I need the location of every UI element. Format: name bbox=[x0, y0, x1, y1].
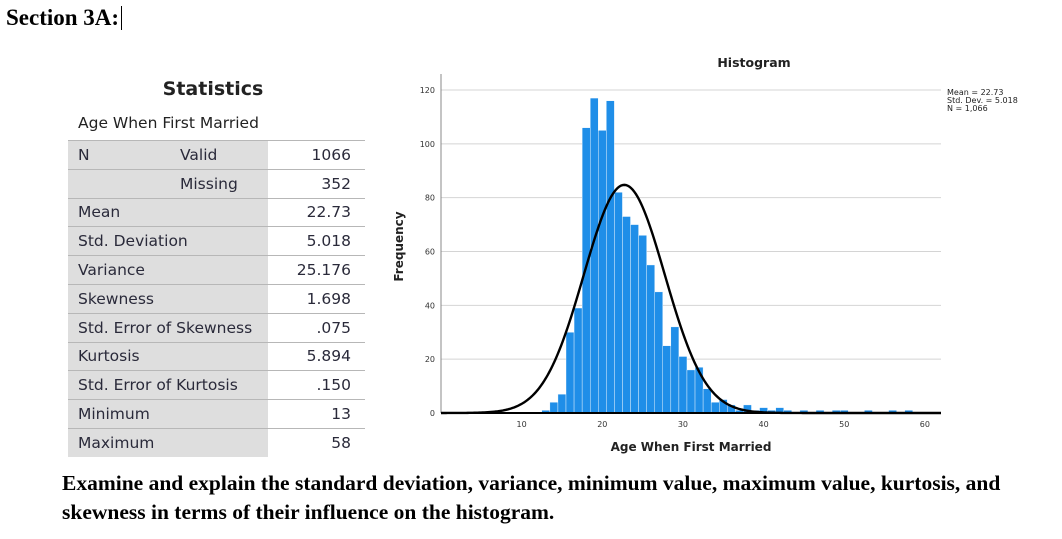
table-row: Std. Deviation 5.018 bbox=[68, 226, 365, 257]
row-sublabel-valid: Valid bbox=[170, 140, 268, 170]
x-tick-label: 60 bbox=[920, 420, 930, 429]
histogram-bar bbox=[630, 224, 639, 414]
histogram-bar bbox=[710, 402, 720, 414]
histogram-bar bbox=[614, 192, 623, 414]
histogram-bar bbox=[589, 97, 599, 414]
row-label-mean: Mean bbox=[68, 198, 268, 228]
histogram-bar bbox=[654, 291, 663, 414]
section-title: Section 3A: bbox=[6, 5, 123, 31]
value-se-skewness: .075 bbox=[271, 313, 365, 343]
value-se-kurtosis: .150 bbox=[271, 370, 365, 401]
value-valid: 1066 bbox=[271, 140, 365, 170]
x-tick-label: 40 bbox=[758, 420, 768, 429]
y-tick-label: 100 bbox=[420, 140, 435, 149]
x-tick-label: 20 bbox=[597, 420, 607, 429]
text-cursor bbox=[121, 6, 123, 30]
histogram-bar bbox=[573, 307, 583, 414]
value-mean: 22.73 bbox=[271, 198, 365, 228]
row-label-std-deviation: Std. Deviation bbox=[68, 226, 268, 257]
table-row: Variance 25.176 bbox=[68, 255, 365, 285]
y-tick-label: 0 bbox=[430, 409, 435, 418]
row-label-variance: Variance bbox=[68, 255, 268, 285]
value-missing: 352 bbox=[271, 169, 365, 199]
histogram-bar bbox=[662, 345, 672, 414]
histogram-bar bbox=[606, 100, 615, 414]
row-label-n: N bbox=[68, 140, 170, 170]
legend-text: Std. Dev. = 5.018 bbox=[947, 96, 1018, 105]
statistics-variable-label: Age When First Married bbox=[78, 114, 259, 132]
table-row: Std. Error of Skewness .075 bbox=[68, 313, 365, 343]
histogram-bar bbox=[678, 356, 688, 414]
value-variance: 25.176 bbox=[271, 255, 365, 285]
y-tick-label: 40 bbox=[425, 301, 435, 310]
chart-title: Histogram bbox=[717, 55, 790, 70]
x-axis-label: Age When First Married bbox=[611, 440, 772, 454]
section-title-text: Section 3A: bbox=[6, 5, 120, 30]
histogram-bar bbox=[638, 235, 647, 414]
value-std-deviation: 5.018 bbox=[271, 226, 365, 257]
legend-text: N = 1,066 bbox=[947, 104, 988, 113]
histogram-bar bbox=[598, 130, 607, 414]
histogram-bar bbox=[686, 369, 696, 414]
y-tick-label: 60 bbox=[425, 248, 435, 257]
histogram-bar bbox=[670, 326, 680, 414]
y-axis-label: Frequency bbox=[392, 211, 406, 281]
row-label-se-kurtosis: Std. Error of Kurtosis bbox=[68, 370, 268, 401]
legend-text: Mean = 22.73 bbox=[947, 88, 1004, 97]
y-tick-label: 120 bbox=[420, 86, 435, 95]
table-row: Kurtosis 5.894 bbox=[68, 342, 365, 372]
x-tick-label: 10 bbox=[517, 420, 527, 429]
row-sublabel-missing: Missing bbox=[170, 169, 268, 199]
y-tick-label: 20 bbox=[425, 355, 435, 364]
histogram-bar bbox=[549, 402, 559, 414]
histogram-bar bbox=[622, 216, 631, 414]
row-label-se-skewness: Std. Error of Skewness bbox=[68, 313, 268, 343]
question-text: Examine and explain the standard deviati… bbox=[62, 471, 1001, 524]
table-row: Maximum 58 bbox=[68, 428, 365, 457]
value-kurtosis: 5.894 bbox=[271, 342, 365, 372]
row-label-maximum: Maximum bbox=[68, 428, 268, 457]
value-maximum: 58 bbox=[271, 428, 365, 457]
table-row: Minimum 13 bbox=[68, 399, 365, 429]
value-skewness: 1.698 bbox=[271, 284, 365, 314]
row-label-kurtosis: Kurtosis bbox=[68, 342, 268, 372]
x-tick-label: 30 bbox=[678, 420, 688, 429]
table-row: Std. Error of Kurtosis .150 bbox=[68, 370, 365, 401]
histogram-bar bbox=[702, 388, 712, 414]
statistics-title: Statistics bbox=[162, 78, 264, 100]
row-label-minimum: Minimum bbox=[68, 399, 268, 429]
row-label-skewness: Skewness bbox=[68, 284, 268, 314]
table-row: N Valid 1066 bbox=[68, 140, 365, 170]
histogram-bar bbox=[565, 332, 575, 414]
histogram-bar bbox=[557, 393, 567, 414]
table-row: Mean 22.73 bbox=[68, 198, 365, 228]
table-row: Missing 352 bbox=[68, 169, 365, 199]
value-minimum: 13 bbox=[271, 399, 365, 429]
x-tick-label: 50 bbox=[839, 420, 849, 429]
normal-curve bbox=[441, 183, 941, 415]
table-row: Skewness 1.698 bbox=[68, 284, 365, 314]
y-tick-label: 80 bbox=[425, 194, 435, 203]
statistics-table: N Valid 1066 Missing 352 Mean 22.73 Std.… bbox=[68, 140, 365, 457]
histogram-bar bbox=[646, 264, 655, 414]
row-label-empty bbox=[68, 169, 170, 199]
histogram-chart: 0 20 40 60 80 100 120 10 20 30 40 50 60 Histogram Age … bbox=[392, 55, 1018, 454]
